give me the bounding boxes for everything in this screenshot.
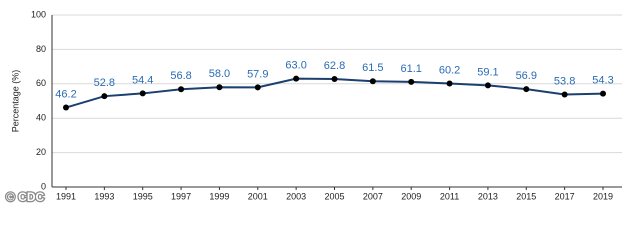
x-tick-label: 1993 [94,191,114,201]
x-tick-label: 1991 [56,191,76,201]
data-label: 56.9 [516,70,537,82]
x-tick-label: 2003 [286,191,306,201]
marker [139,90,146,97]
y-axis-label: Percentage (%) [10,70,20,133]
y-tick-label: 80 [36,44,46,54]
chart: Percentage (%) 0 20 40 60 80 100 1991 1993 1995 1… [5,9,622,205]
y-tick-label: 20 [36,147,46,157]
data-label: 56.8 [170,70,191,82]
x-tick-label: 2009 [401,191,421,201]
x-tick-label: 2001 [248,191,268,201]
data-label: 60.2 [439,64,460,76]
page: Percentage (%) 0 20 40 60 80 100 1991 1993 1995 1… [4,9,622,206]
credit: © CDC [6,190,45,204]
x-tick-label: 1995 [133,191,153,201]
x-tick-label: 1999 [209,191,229,201]
data-label: 59.1 [477,66,498,78]
marker [101,93,108,100]
marker [369,78,376,85]
data-label: 52.8 [94,77,115,89]
marker [293,75,300,82]
x-tick-label: 2017 [555,191,575,201]
data-label: 58.0 [209,68,230,80]
data-label: 61.5 [362,62,383,74]
marker [63,104,69,111]
marker [178,86,185,93]
x-tick-label: 2011 [440,191,459,201]
marker [561,91,568,98]
marker [523,86,530,93]
data-label: 54.4 [132,74,153,86]
data-label: 63.0 [285,60,306,72]
data-label: 62.8 [324,60,345,72]
x-tick-label: 2015 [516,191,536,201]
x-tick-label: 2019 [593,191,613,201]
x-tick-label: 2005 [324,191,344,201]
x-tick-label: 1997 [171,191,191,201]
marker [254,84,261,91]
y-tick-label: 0 [41,181,46,191]
data-label: 53.8 [554,75,575,87]
marker [484,82,491,89]
marker [408,78,415,85]
y-tick-label: 100 [31,9,46,19]
y-tick-label: 40 [36,113,46,123]
marker [216,84,223,91]
data-label: 46.2 [55,88,76,100]
x-tick-label: 2007 [363,191,383,201]
data-label: 61.1 [401,63,422,75]
marker [331,75,338,82]
data-label: 54.3 [592,75,613,87]
x-tick-label: 2013 [478,191,498,201]
data-label: 57.9 [247,68,268,80]
marker [446,80,453,87]
marker [600,90,606,97]
y-tick-label: 60 [36,78,46,88]
